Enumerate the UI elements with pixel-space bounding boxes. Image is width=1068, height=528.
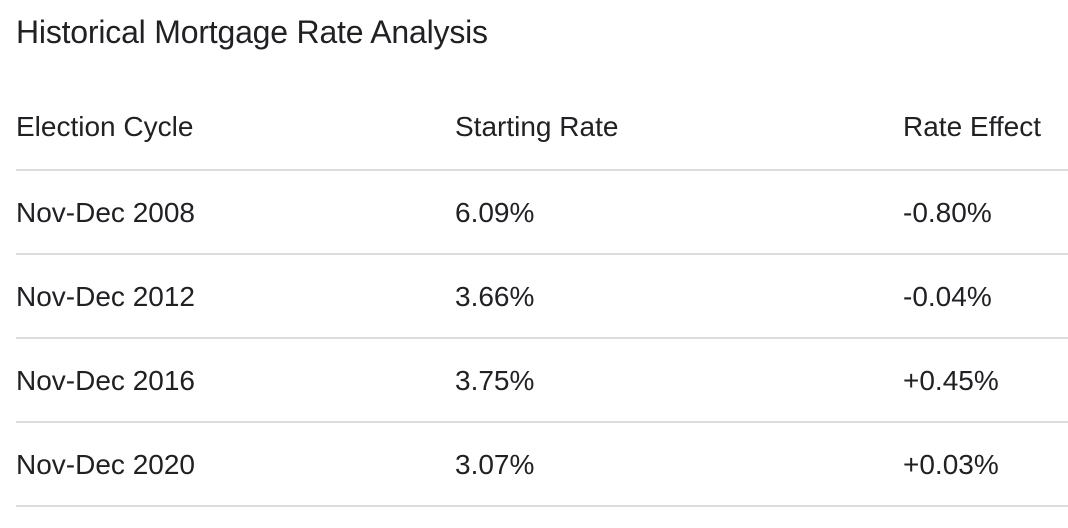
mortgage-rate-table: Election Cycle Starting Rate Rate Effect… (16, 52, 1068, 507)
table-row: Nov-Dec 2008 6.09% -0.80% (16, 171, 1068, 255)
cell-election-cycle: Nov-Dec 2020 (16, 448, 195, 480)
cell-starting-rate: 6.09% (455, 196, 535, 228)
cell-starting-rate: 3.75% (455, 364, 535, 396)
page-title: Historical Mortgage Rate Analysis (16, 14, 488, 50)
table-row: Nov-Dec 2012 3.66% -0.04% (16, 255, 1068, 339)
cell-election-cycle: Nov-Dec 2012 (16, 280, 195, 312)
column-header-starting-rate: Starting Rate (455, 111, 619, 142)
table-row: Nov-Dec 2016 3.75% +0.45% (16, 339, 1068, 423)
cell-rate-effect: -0.80% (903, 196, 992, 228)
cell-starting-rate: 3.07% (455, 448, 535, 480)
mortgage-rate-analysis-panel: Historical Mortgage Rate Analysis Electi… (16, 14, 1068, 507)
table-row: Nov-Dec 2020 3.07% +0.03% (16, 423, 1068, 507)
column-header-rate-effect: Rate Effect (903, 111, 1042, 142)
table-header-row: Election Cycle Starting Rate Rate Effect (16, 52, 1068, 171)
cell-election-cycle: Nov-Dec 2016 (16, 364, 195, 396)
cell-starting-rate: 3.66% (455, 280, 535, 312)
cell-rate-effect: +0.03% (903, 448, 999, 480)
cell-rate-effect: -0.04% (903, 280, 992, 312)
cell-rate-effect: +0.45% (903, 364, 999, 396)
cell-election-cycle: Nov-Dec 2008 (16, 196, 195, 228)
column-header-election-cycle: Election Cycle (16, 111, 194, 142)
